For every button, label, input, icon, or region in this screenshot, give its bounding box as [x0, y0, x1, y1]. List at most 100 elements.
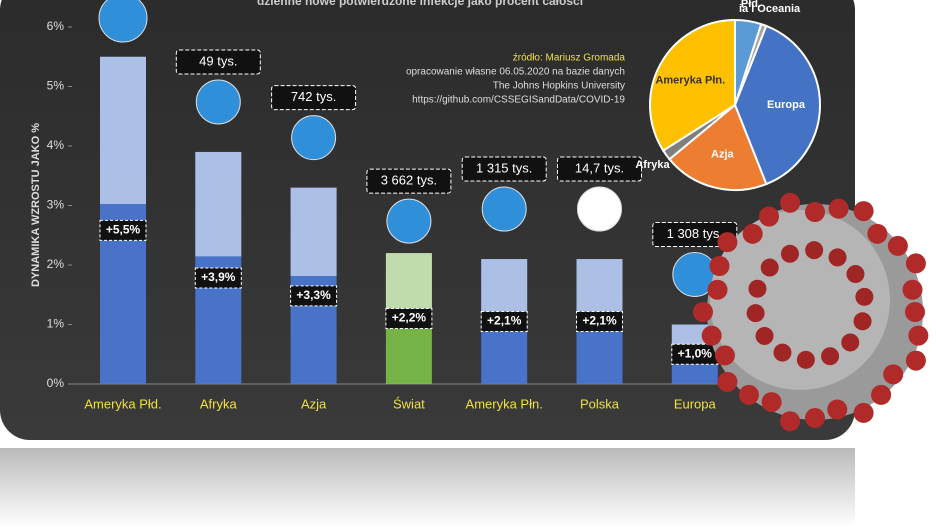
x-tick-label: Ameryka Płn.: [466, 396, 543, 411]
virus-spike: [908, 325, 929, 346]
value-label: +1,0%: [678, 346, 713, 360]
annotation: 3 662 tys.: [381, 173, 437, 188]
annotation: 1 308 tys.: [667, 226, 723, 241]
virus-spike: [742, 223, 763, 244]
virus-spike: [748, 279, 767, 298]
virus-spike: [883, 364, 904, 385]
pie-slice: [649, 18, 736, 152]
x-tick-label: Świat: [393, 396, 425, 411]
virus-spike: [760, 258, 779, 277]
x-tick-label: Europa: [674, 396, 717, 411]
virus-spike: [821, 347, 840, 366]
x-tick-label: Azja: [301, 396, 327, 411]
pie-label: ia i Oceania: [739, 3, 801, 15]
icon: [195, 79, 241, 125]
virus-spike: [759, 206, 780, 227]
virus-spike: [871, 384, 892, 405]
value-label: +3,3%: [296, 288, 331, 302]
source-text: źródło: Mariusz Gromada: [513, 53, 626, 64]
icon: [291, 115, 337, 161]
virus-spike: [773, 343, 792, 362]
source-text: The Johns Hopkins University: [493, 81, 625, 92]
value-label: +2,2%: [392, 311, 427, 325]
virus-spike: [841, 333, 860, 352]
virus-spike: [827, 399, 848, 420]
annotation: 742 tys.: [291, 89, 337, 104]
chart-title: dzienne nowe potwierdzone infekcje jako …: [257, 0, 583, 8]
virus-spike: [855, 287, 874, 306]
virus-spike: [828, 198, 849, 219]
pie-label: Europa: [767, 99, 806, 111]
pie-label: Ameryka Płn.: [655, 74, 725, 86]
virus-spike: [887, 235, 908, 256]
value-label-box: [290, 285, 338, 307]
virus-spike: [738, 384, 759, 405]
virus-spike: [709, 256, 730, 277]
bar-highlight: [385, 253, 432, 313]
virus-spike: [805, 202, 825, 222]
annotation-box: [175, 49, 261, 75]
virus-spike: [828, 248, 847, 267]
virus-spike: [717, 371, 738, 392]
bar-highlight: [290, 187, 337, 277]
value-label-box: [480, 311, 528, 333]
virus-spike: [746, 304, 765, 323]
virus-spike: [780, 411, 801, 432]
pie-slice: [733, 24, 821, 186]
bar-highlight: [576, 259, 623, 316]
virus-spike: [805, 408, 825, 428]
virus-spike: [867, 223, 888, 244]
virus-spike: [805, 241, 824, 260]
pie-label: Azja: [711, 148, 735, 160]
x-tick-label: Ameryka Płd.: [84, 396, 161, 411]
annotation: 14,7 tys.: [575, 160, 624, 175]
bar-highlight: [100, 56, 146, 205]
annotation: 49 tys.: [199, 53, 237, 68]
value-label-box: [99, 219, 147, 241]
pie-label: Afryka: [635, 159, 670, 171]
virus-spike: [693, 302, 713, 322]
virus-spike: [905, 253, 926, 274]
annotation-box: [652, 222, 738, 247]
virus-spike: [846, 265, 865, 284]
y-tick-label: 3%: [47, 198, 65, 212]
value-label-box: [194, 267, 242, 289]
virus-spike: [761, 392, 782, 413]
source-text: https://github.com/CSSEGISandData/COVID-…: [412, 95, 625, 106]
annotation-box: [366, 168, 452, 194]
y-tick-label: 4%: [47, 138, 65, 152]
x-tick-label: Polska: [580, 396, 620, 411]
virus-spike: [905, 302, 925, 322]
value-label: +2,1%: [487, 314, 522, 328]
virus-spike: [796, 350, 815, 369]
annotation-box: [557, 156, 642, 182]
x-tick-label: Afryka: [200, 396, 238, 411]
value-label: +3,9%: [201, 270, 236, 284]
value-label: +2,1%: [582, 314, 617, 328]
annotation-box: [271, 85, 357, 111]
annotation: 1 315 tys.: [476, 160, 532, 175]
virus-spike: [701, 325, 722, 346]
icon: [481, 186, 527, 232]
source-text: opracowanie własne 06.05.2020 na bazie d…: [406, 67, 625, 78]
y-tick-label: 2%: [47, 257, 65, 271]
value-label-box: [576, 311, 623, 333]
y-tick-label: 5%: [47, 79, 65, 93]
y-tick-label: 0%: [47, 376, 65, 390]
icon: [577, 186, 622, 232]
value-label-box: [385, 308, 433, 330]
virus-spike: [707, 279, 728, 300]
virus-spike: [714, 345, 735, 366]
icon: [386, 198, 432, 244]
virus-spike: [780, 192, 801, 213]
y-tick-label: 6%: [47, 19, 65, 33]
reflection: [0, 448, 855, 527]
virus-spike: [853, 312, 872, 331]
pie-slice: [668, 103, 768, 191]
virus-spike: [905, 350, 926, 371]
virus-spike: [717, 232, 738, 253]
virus-illustration: [693, 192, 929, 432]
pie-label: Płd.: [741, 0, 761, 10]
bar-highlight: [481, 259, 528, 316]
